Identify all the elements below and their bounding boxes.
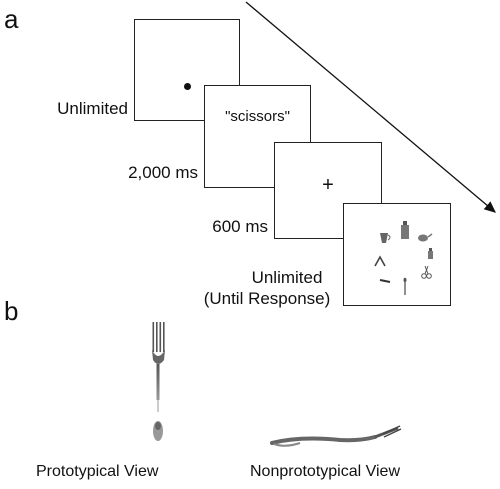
caption-prototypical: Prototypical View — [36, 463, 159, 480]
shaker-icon — [428, 248, 433, 259]
knife-icon — [379, 279, 391, 283]
fork-nonprototypical-image — [270, 425, 402, 447]
fork-prototypical-image — [152, 322, 165, 441]
scissors-icon — [421, 265, 432, 279]
tongs-icon — [374, 255, 386, 267]
dot-marker — [184, 83, 191, 90]
frame-1-duration: Unlimited — [57, 99, 128, 118]
bottle-icon — [401, 221, 409, 239]
fixation-cross: + — [322, 174, 334, 196]
frame-2-duration: 2,000 ms — [128, 163, 198, 182]
frame-3-duration: 600 ms — [212, 217, 268, 236]
panel-a-letter: a — [4, 4, 19, 34]
panel-b-letter: b — [4, 296, 19, 326]
cup-icon — [380, 233, 391, 243]
cue-word: "scissors" — [225, 108, 290, 125]
frame-object-array — [343, 203, 451, 306]
object-array-graphic — [374, 221, 433, 295]
spoon-icon — [403, 277, 407, 295]
frame-4-duration-line1: Unlimited — [251, 268, 323, 287]
frame-4-duration-line2: (Until Response) — [203, 289, 331, 308]
teapot-icon — [418, 233, 433, 242]
caption-nonprototypical: Nonprototypical View — [250, 463, 401, 480]
